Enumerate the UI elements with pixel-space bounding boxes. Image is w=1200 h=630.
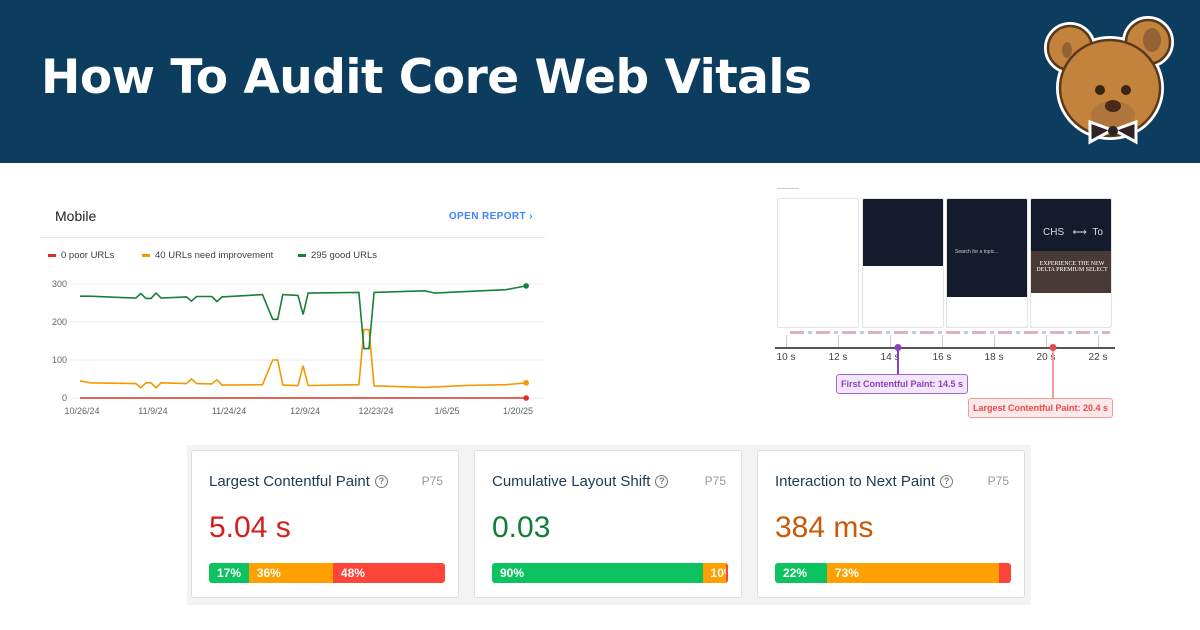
legend-swatch: [48, 254, 56, 257]
timeline-tick: [890, 335, 891, 347]
percentile-label: P75: [704, 474, 726, 488]
metric-value: 5.04 s: [209, 511, 291, 544]
lcp-line: [1052, 347, 1054, 401]
percentile-label: P75: [987, 474, 1009, 488]
help-icon[interactable]: ?: [940, 475, 954, 488]
chart-title: Mobile: [55, 208, 97, 224]
timeline-tick-label: 12 s: [828, 352, 848, 363]
series-endpoint: [523, 283, 529, 289]
y-tick-label: 0: [62, 393, 67, 403]
percentile-label: P75: [421, 474, 443, 488]
timeline-tick-label: 14 s: [880, 352, 900, 363]
help-icon[interactable]: ?: [374, 475, 388, 488]
timeline-tick-label: 22 s: [1088, 352, 1108, 363]
series-line-good: [80, 285, 527, 350]
y-tick-label: 300: [52, 279, 67, 289]
legend-swatch: [298, 254, 306, 257]
filmstrip-frame-2: [862, 198, 944, 328]
legend-label: 295 good URLs: [311, 250, 378, 261]
distribution-segment-poor: [726, 563, 728, 583]
banner: How To Audit Core Web Vitals: [0, 0, 1200, 163]
network-activity: [790, 331, 1110, 334]
cwv-metrics-panel: Largest Contentful Paint? P75 5.04 s 17%…: [187, 445, 1031, 605]
distribution-segment-good: 17%: [209, 563, 249, 583]
legend-label: 0 poor URLs: [61, 250, 115, 261]
timeline-tick-label: 20 s: [1036, 352, 1056, 363]
timeline-tick: [942, 335, 943, 347]
help-icon[interactable]: ?: [655, 475, 669, 488]
metric-card-largest-contentful-paint: Largest Contentful Paint? P75 5.04 s 17%…: [191, 450, 459, 598]
timeline-tick-label: 16 s: [932, 352, 952, 363]
divider: [40, 237, 545, 238]
filmstrip-frame-blank: [777, 198, 859, 328]
fcp-marker[interactable]: [894, 344, 902, 351]
timeline-tick-label: 10 s: [776, 352, 796, 363]
distribution-segment-poor: 48%: [332, 563, 445, 583]
distribution-bar: 17% 36% 48%: [209, 563, 445, 583]
timeline-tick: [1098, 335, 1099, 347]
distribution-segment-needs-improvement: 73%: [826, 563, 1000, 583]
search-console-cwv-chart: Mobile OPEN REPORT › 0 poor URLs 40 URLs…: [40, 195, 545, 425]
metric-name: Largest Contentful Paint?: [209, 473, 388, 490]
timeline-tick: [1046, 335, 1047, 347]
x-tick-label: 1/6/25: [435, 406, 460, 416]
distribution-segment-good: 90%: [492, 563, 703, 583]
timeline-tick: [838, 335, 839, 347]
distribution-segment-needs-improvement: 36%: [248, 563, 333, 583]
timeline-tick: [994, 335, 995, 347]
series-endpoint: [523, 395, 529, 401]
series-endpoint: [523, 380, 529, 386]
x-tick-label: 11/9/24: [138, 406, 167, 416]
timeline-axis: [775, 347, 1115, 349]
legend-needs-improvement[interactable]: 40 URLs need improvement: [142, 250, 273, 261]
distribution-segment-poor: [999, 563, 1011, 583]
metric-title: Interaction to Next Paint: [775, 473, 936, 490]
legend-good[interactable]: 295 good URLs: [298, 250, 377, 261]
fcp-label: First Contentful Paint: 14.5 s: [836, 374, 969, 394]
series-line-needs-improvement: [79, 328, 527, 389]
filmstrip-frame-4: CHS ⟷ To EXPERIENCE THE NEW DELTA PREMIU…: [1030, 198, 1112, 328]
line-chart: 0 100 200 300 10/26/24 11/9/24 11/24/24 12/9/24…: [52, 279, 545, 416]
bear-logo: [1044, 16, 1174, 145]
divider: [777, 188, 799, 189]
distribution-bar: 22% 73%: [775, 563, 1011, 583]
legend-poor[interactable]: 0 poor URLs: [48, 250, 114, 261]
metric-value: 0.03: [492, 511, 551, 544]
legend-swatch: [142, 254, 150, 257]
x-tick-label: 12/23/24: [359, 406, 394, 416]
distribution-segment-good: 22%: [775, 563, 827, 583]
lcp-marker[interactable]: [1049, 344, 1057, 351]
metric-title: Largest Contentful Paint: [209, 473, 370, 490]
x-tick-label: 12/9/24: [290, 406, 320, 416]
metric-value: 384 ms: [775, 511, 874, 544]
open-report-label: OPEN REPORT: [448, 211, 527, 222]
filmstrip-frame-3: Search for a topic...: [946, 198, 1028, 328]
open-report-link[interactable]: OPEN REPORT ›: [448, 211, 533, 222]
x-tick-label: 10/26/24: [64, 406, 99, 416]
y-tick-label: 200: [52, 317, 67, 327]
metric-card-cumulative-layout-shift: Cumulative Layout Shift? P75 0.03 90%10%: [474, 450, 742, 598]
timeline-tick: [786, 335, 787, 347]
x-tick-label: 1/20/25: [503, 406, 533, 416]
distribution-segment-needs-improvement: 10%: [702, 563, 726, 583]
x-tick-label: 11/24/24: [212, 406, 246, 416]
legend-label: 40 URLs need improvement: [155, 250, 274, 261]
fcp-line: [897, 347, 899, 381]
metric-title: Cumulative Layout Shift: [492, 473, 651, 490]
filmstrip: Search for a topic... CHS ⟷ To EXPERIENC…: [775, 185, 1120, 425]
lcp-label: Largest Contentful Paint: 20.4 s: [968, 398, 1114, 418]
y-tick-label: 100: [52, 355, 67, 365]
metric-card-interaction-to-next-paint: Interaction to Next Paint? P75 384 ms 22…: [757, 450, 1025, 598]
timeline-tick-label: 18 s: [984, 352, 1004, 363]
metric-name: Interaction to Next Paint?: [775, 473, 954, 490]
page-title: How To Audit Core Web Vitals: [41, 50, 812, 105]
distribution-bar: 90%10%: [492, 563, 728, 583]
metric-name: Cumulative Layout Shift?: [492, 473, 669, 490]
